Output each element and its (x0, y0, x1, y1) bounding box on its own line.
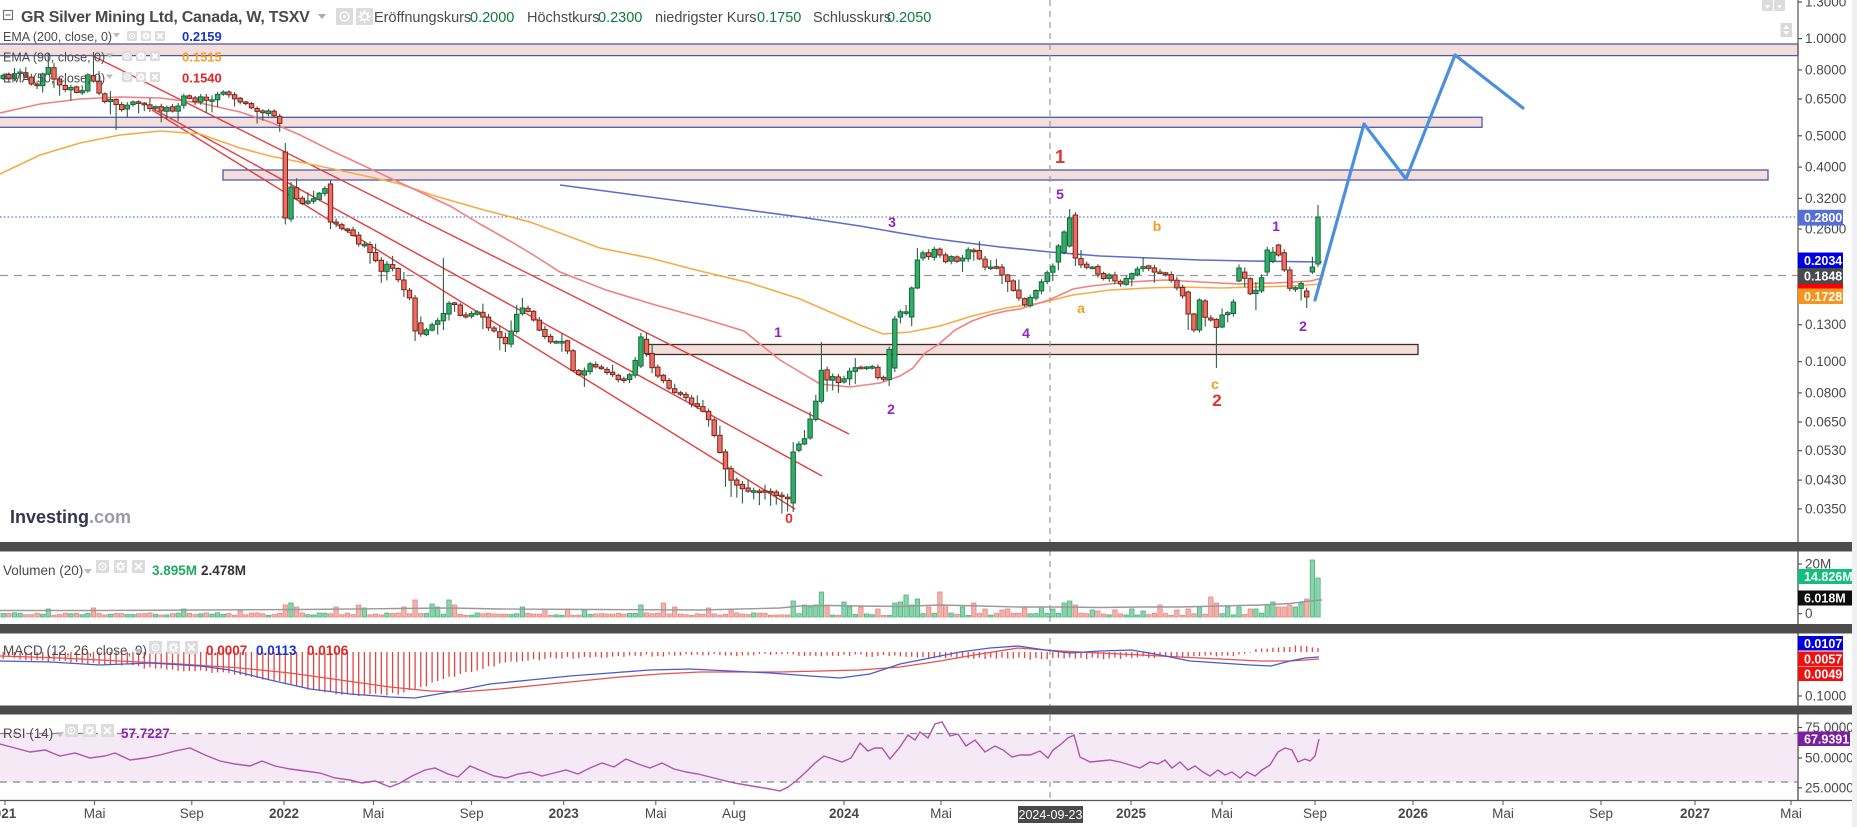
svg-text:Mai: Mai (930, 806, 952, 821)
svg-text:2024-09-23: 2024-09-23 (1019, 808, 1083, 822)
svg-text:1: 1 (1272, 218, 1280, 234)
svg-text:57.7227: 57.7227 (121, 726, 170, 741)
svg-text:0.0430: 0.0430 (1805, 473, 1846, 488)
svg-text:0.0800: 0.0800 (1805, 385, 1846, 400)
svg-text:0: 0 (785, 510, 793, 526)
svg-text:2.478M: 2.478M (201, 563, 246, 578)
svg-text:1: 1 (774, 324, 782, 340)
svg-text:0.8000: 0.8000 (1805, 62, 1846, 77)
svg-text:6.018M: 6.018M (1804, 592, 1846, 606)
svg-text:2: 2 (1299, 318, 1307, 334)
svg-text:0.0057: 0.0057 (1804, 652, 1842, 666)
svg-text:Mai: Mai (1211, 806, 1233, 821)
svg-text:Mai: Mai (363, 806, 385, 821)
svg-text:021: 021 (0, 806, 17, 821)
svg-text:EMA (200, close, 0): EMA (200, close, 0) (3, 30, 112, 44)
svg-text:0.1728: 0.1728 (1804, 290, 1842, 304)
svg-text:Investing.com: Investing.com (10, 507, 131, 527)
svg-text:67.9391: 67.9391 (1804, 732, 1849, 746)
svg-text:0.1750: 0.1750 (757, 10, 801, 26)
svg-text:0.2300: 0.2300 (598, 10, 642, 26)
svg-text:1.0000: 1.0000 (1805, 31, 1846, 46)
svg-text:20M: 20M (1805, 557, 1831, 572)
svg-text:1.3000: 1.3000 (1805, 0, 1846, 10)
svg-text:3.895M: 3.895M (152, 563, 197, 578)
svg-text:0.1000: 0.1000 (1805, 354, 1846, 369)
svg-text:0.2159: 0.2159 (182, 29, 222, 44)
svg-text:Höchstkurs: Höchstkurs (527, 10, 600, 26)
svg-text:Mai: Mai (84, 806, 106, 821)
svg-text:25.0000: 25.0000 (1805, 780, 1854, 795)
svg-text:0: 0 (1805, 606, 1813, 621)
svg-text:Sep: Sep (1589, 806, 1613, 821)
svg-text:0.5000: 0.5000 (1805, 128, 1846, 143)
svg-text:0.1515: 0.1515 (182, 50, 222, 65)
svg-text:Volumen (20): Volumen (20) (3, 563, 83, 578)
svg-text:0.0106: 0.0106 (307, 643, 349, 658)
svg-text:2023: 2023 (549, 806, 580, 821)
svg-text:EMA (50, close, 0): EMA (50, close, 0) (3, 72, 105, 86)
svg-text:50.0000: 50.0000 (1805, 751, 1854, 766)
svg-text:Sep: Sep (1303, 806, 1327, 821)
svg-text:0.0650: 0.0650 (1805, 415, 1846, 430)
svg-text:2024: 2024 (829, 806, 860, 821)
svg-text:Eröffnungskurs: Eröffnungskurs (374, 10, 471, 26)
svg-text:0.1848: 0.1848 (1804, 270, 1842, 284)
svg-text:3: 3 (888, 214, 896, 230)
svg-text:GR Silver Mining Ltd, Canada,: GR Silver Mining Ltd, Canada, W, TSXV (21, 9, 310, 26)
svg-text:2: 2 (1212, 391, 1221, 410)
svg-text:1: 1 (1055, 147, 1065, 167)
svg-text:0.2800: 0.2800 (1804, 211, 1842, 225)
svg-text:0.4000: 0.4000 (1805, 160, 1846, 175)
svg-text:0.6500: 0.6500 (1805, 92, 1846, 107)
svg-text:0.0049: 0.0049 (1804, 667, 1842, 681)
svg-text:0.0350: 0.0350 (1805, 501, 1846, 516)
svg-text:Sep: Sep (180, 806, 204, 821)
svg-text:2022: 2022 (269, 806, 299, 821)
svg-text:14.826M: 14.826M (1804, 570, 1853, 584)
svg-text:RSI (14): RSI (14) (3, 726, 53, 741)
svg-text:5: 5 (1056, 186, 1064, 202)
svg-text:0.0113: 0.0113 (256, 643, 297, 658)
svg-text:0.3200: 0.3200 (1805, 191, 1846, 206)
svg-text:0.2000: 0.2000 (470, 10, 514, 26)
svg-text:2: 2 (887, 401, 895, 417)
svg-text:Aug: Aug (722, 806, 746, 821)
svg-text:2027: 2027 (1680, 806, 1710, 821)
svg-text:c: c (1211, 376, 1219, 392)
svg-text:4: 4 (1022, 325, 1030, 341)
svg-text:0.2050: 0.2050 (887, 10, 931, 26)
svg-text:b: b (1153, 218, 1162, 234)
svg-text:75.0000: 75.0000 (1805, 720, 1854, 735)
svg-text:2025: 2025 (1116, 806, 1147, 821)
svg-text:0.1000: 0.1000 (1805, 689, 1846, 704)
svg-text:Schlusskurs: Schlusskurs (813, 10, 891, 26)
svg-text:Mai: Mai (645, 806, 667, 821)
svg-text:Mai: Mai (1780, 806, 1802, 821)
svg-text:0.1300: 0.1300 (1805, 317, 1846, 332)
svg-text:a: a (1077, 300, 1085, 316)
svg-text:Mai: Mai (1492, 806, 1514, 821)
svg-text:0.0107: 0.0107 (1804, 637, 1842, 651)
svg-text:Sep: Sep (460, 806, 484, 821)
svg-text:niedrigster Kurs: niedrigster Kurs (655, 10, 757, 26)
svg-text:0.0530: 0.0530 (1805, 443, 1846, 458)
svg-text:2026: 2026 (1398, 806, 1429, 821)
svg-text:MACD (12, 26, close, 9): MACD (12, 26, close, 9) (3, 643, 147, 658)
svg-text:0.1540: 0.1540 (182, 71, 222, 86)
svg-text:0.2034: 0.2034 (1804, 254, 1842, 268)
svg-text:EMA (90, close, 0): EMA (90, close, 0) (3, 51, 105, 65)
svg-text:0.0007: 0.0007 (206, 643, 247, 658)
